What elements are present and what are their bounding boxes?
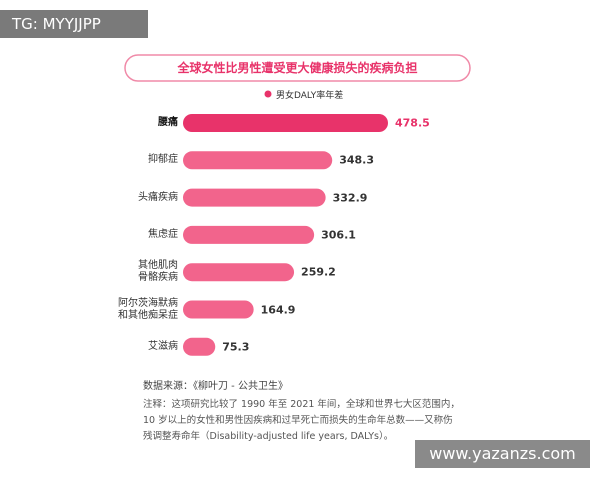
legend-dot xyxy=(264,90,272,98)
value-label: 306.1 xyxy=(321,228,356,242)
title-pill xyxy=(124,54,471,82)
legend-label: 男女DALY率年差 xyxy=(276,91,344,101)
value-label: 164.9 xyxy=(260,303,296,316)
category-label: 头痛疾病 xyxy=(138,191,178,203)
category-label: 抑郁症 xyxy=(148,154,178,166)
bar xyxy=(183,263,295,282)
value-label: 348.3 xyxy=(339,153,375,167)
note-line: 注释：这项研究比较了 1990 年至 2021 年间，全球和世界七大区范围内， xyxy=(143,399,460,410)
category-label: 焦虑症 xyxy=(148,228,178,240)
source: 数据来源：《柳叶刀 - 公共卫生》 xyxy=(143,381,288,392)
note-line: 残调整寿命年（Disability-adjusted life years, D… xyxy=(143,431,394,442)
value-label: 332.9 xyxy=(332,191,368,205)
value-label: 478.5 xyxy=(395,116,430,130)
bar xyxy=(183,225,315,244)
category-label: 艾滋病 xyxy=(148,340,178,352)
value-label: 75.3 xyxy=(222,340,250,354)
bar xyxy=(183,151,333,170)
value-label: 259.2 xyxy=(301,265,336,279)
category-label: 阿尔茨海默病 和其他痴呆症 xyxy=(118,297,178,321)
watermark: TG: MYYJJPP xyxy=(0,10,148,38)
note-line: 10 岁以上的女性和男性因疾病和过早死亡而损失的生命年总数——又称伤 xyxy=(143,415,453,426)
bar xyxy=(183,114,388,132)
category-label: 其他肌肉 骨骼疾病 xyxy=(138,260,178,284)
bar xyxy=(183,337,216,356)
bar xyxy=(183,188,326,207)
watermark: www.yazanzs.com xyxy=(415,440,590,468)
chart-title: 全球女性比男性遭受更大健康损失的疾病负担 xyxy=(177,61,418,75)
bar xyxy=(183,300,254,319)
category-label: 腰痛 xyxy=(158,117,178,128)
